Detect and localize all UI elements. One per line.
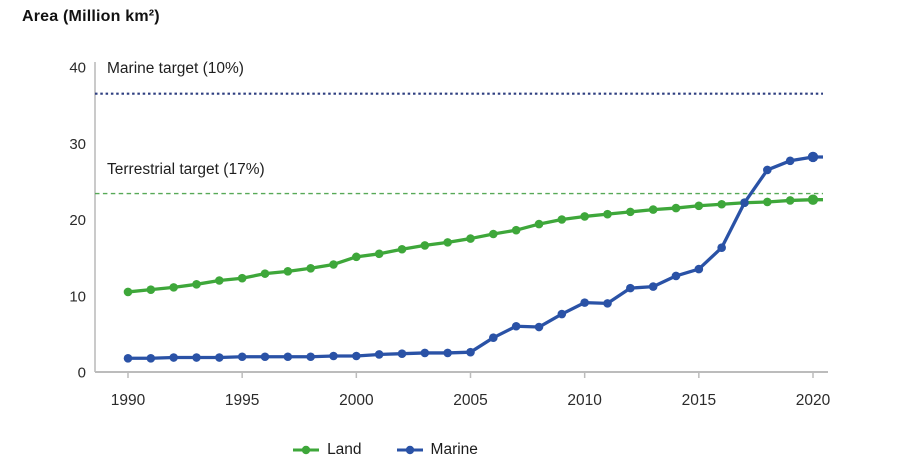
marine-data-point	[807, 151, 819, 163]
land-data-point	[215, 276, 224, 285]
marine-data-point	[306, 352, 315, 362]
land-data-point	[807, 194, 819, 205]
marine-data-point	[489, 333, 498, 342]
land-data-point	[557, 215, 567, 224]
land-data-point	[443, 238, 452, 247]
land-data-point	[146, 285, 156, 294]
x-tick-label: 1995	[225, 392, 259, 409]
x-tick-label: 2010	[567, 392, 602, 409]
marine-data-point	[420, 348, 430, 358]
land-data-point	[648, 205, 658, 214]
land-data-point	[511, 225, 521, 235]
land-data-point	[397, 244, 407, 254]
marine-data-point	[717, 243, 726, 253]
legend-item-land: Land	[292, 441, 362, 459]
marine-data-point	[534, 322, 544, 332]
marine-data-point	[329, 351, 338, 361]
legend-label-land: Land	[327, 441, 362, 458]
marine-data-point	[215, 353, 224, 362]
land-data-point	[489, 229, 498, 239]
y-tick-label: 20	[69, 212, 86, 229]
marine-series-line	[128, 155, 823, 360]
legend-item-marine: Marine	[396, 441, 478, 459]
land-data-point	[283, 267, 293, 276]
y-tick-label: 0	[78, 365, 86, 382]
marine-data-point	[763, 165, 772, 175]
land-data-point	[352, 252, 361, 262]
marine-data-point	[146, 353, 156, 363]
land-data-point	[580, 212, 589, 221]
axes: 0 10 20 30 40 1990 1995 2000 2005 2010 2015 2020	[69, 60, 830, 410]
land-data-point	[717, 199, 726, 209]
land-legend-marker-icon	[293, 445, 320, 455]
marine-data-point	[169, 353, 178, 362]
y-tick-label: 40	[69, 60, 86, 77]
land-data-point	[694, 201, 704, 211]
land-data-point	[466, 234, 475, 243]
land-data-point	[785, 196, 795, 205]
x-tick-label: 2020	[796, 392, 831, 409]
land-data-point	[671, 203, 681, 213]
land-data-point	[237, 273, 247, 283]
terrestrial-target-annotation: Terrestrial target (17%)	[107, 161, 265, 178]
marine-data-point	[580, 298, 589, 307]
land-data-point	[192, 280, 201, 289]
marine-data-point	[648, 282, 658, 291]
marine-data-point	[374, 350, 384, 359]
land-data-point	[329, 260, 338, 269]
land-data-point	[420, 241, 430, 250]
land-data-point	[169, 283, 178, 292]
marine-data-point	[694, 264, 704, 274]
marine-data-point	[671, 271, 681, 281]
x-tick-label: 1990	[111, 392, 146, 409]
y-tick-label: 10	[69, 288, 86, 305]
land-data-point	[626, 207, 635, 217]
marine-data-point	[785, 156, 795, 166]
marine-data-point	[283, 352, 293, 362]
marine-data-point	[511, 321, 521, 331]
marine-target-annotation: Marine target (10%)	[107, 60, 244, 77]
x-tick-label: 2005	[453, 392, 487, 409]
marine-data-point	[237, 352, 247, 362]
land-data-point	[374, 249, 384, 259]
legend-label-marine: Marine	[430, 441, 478, 458]
marine-data-point	[740, 198, 749, 208]
land-data-point	[534, 219, 544, 229]
land-data-point	[603, 209, 612, 219]
marine-data-point	[397, 349, 407, 359]
marine-data-point	[443, 348, 452, 358]
land-data-point	[306, 264, 315, 273]
land-data-point	[763, 197, 772, 207]
land-data-point	[123, 287, 133, 297]
target-lines	[95, 92, 823, 195]
marine-data-point	[557, 309, 567, 319]
x-tick-label: 2015	[682, 392, 716, 409]
marine-legend-dot	[405, 445, 414, 455]
y-tick-label: 30	[69, 136, 86, 153]
legend: Land Marine	[0, 437, 770, 463]
marine-data-point	[352, 351, 361, 361]
marine-data-point	[123, 353, 133, 363]
chart-title: Area (Million km²)	[22, 8, 160, 25]
marine-data-point	[626, 283, 635, 293]
marine-data-point	[466, 347, 475, 357]
land-legend-dot	[301, 445, 311, 455]
marine-data-point	[603, 299, 612, 308]
marine-legend-marker-icon	[396, 445, 423, 455]
land-data-point	[260, 269, 270, 278]
marine-data-point	[192, 353, 201, 362]
data-series	[123, 151, 823, 363]
marine-data-point	[260, 352, 270, 362]
x-tick-label: 2000	[339, 392, 374, 409]
